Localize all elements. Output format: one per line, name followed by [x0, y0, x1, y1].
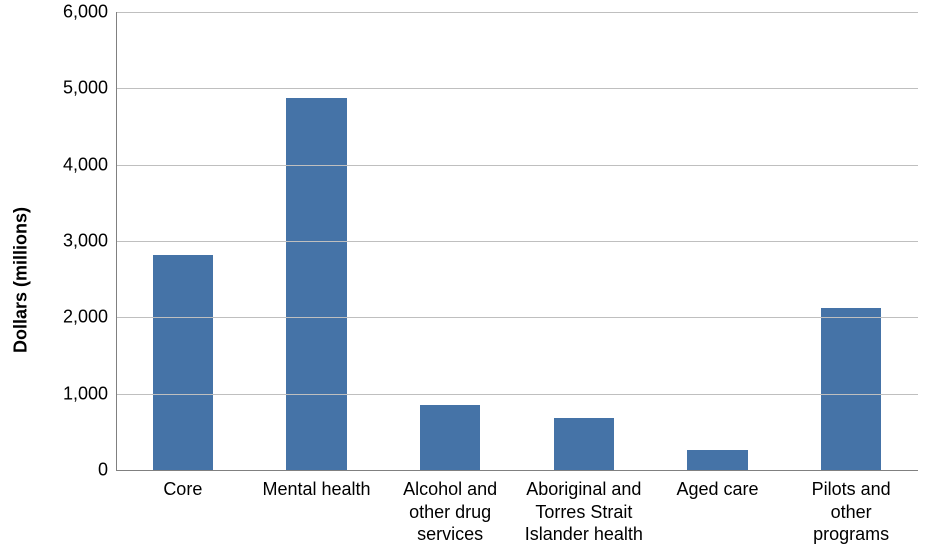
y-tick-label: 2,000 — [63, 307, 116, 328]
x-tick-label: Aboriginal andTorres StraitIslander heal… — [520, 470, 647, 546]
bar — [687, 450, 747, 470]
gridline — [116, 241, 918, 242]
bar-chart: Dollars (millions) 01,0002,0003,0004,000… — [0, 0, 942, 560]
y-tick-label: 4,000 — [63, 154, 116, 175]
y-tick-label: 1,000 — [63, 383, 116, 404]
y-axis-line — [116, 12, 117, 470]
bar — [153, 255, 213, 470]
plot-area: 01,0002,0003,0004,0005,0006,000CoreMenta… — [116, 12, 918, 470]
bar — [554, 418, 614, 470]
x-tick-label: Core — [119, 470, 246, 501]
gridline — [116, 88, 918, 89]
gridline — [116, 317, 918, 318]
bar — [420, 405, 480, 470]
bar — [821, 308, 881, 470]
y-tick-label: 3,000 — [63, 231, 116, 252]
gridline — [116, 12, 918, 13]
x-tick-label: Aged care — [654, 470, 781, 501]
bar — [286, 98, 346, 471]
x-tick-label: Pilots andotherprograms — [788, 470, 915, 546]
y-tick-label: 5,000 — [63, 78, 116, 99]
y-tick-label: 6,000 — [63, 2, 116, 23]
gridline — [116, 165, 918, 166]
y-tick-label: 0 — [98, 460, 116, 481]
y-axis-title: Dollars (millions) — [10, 207, 31, 353]
x-tick-label: Mental health — [253, 470, 380, 501]
x-tick-label: Alcohol andother drugservices — [387, 470, 514, 546]
gridline — [116, 394, 918, 395]
